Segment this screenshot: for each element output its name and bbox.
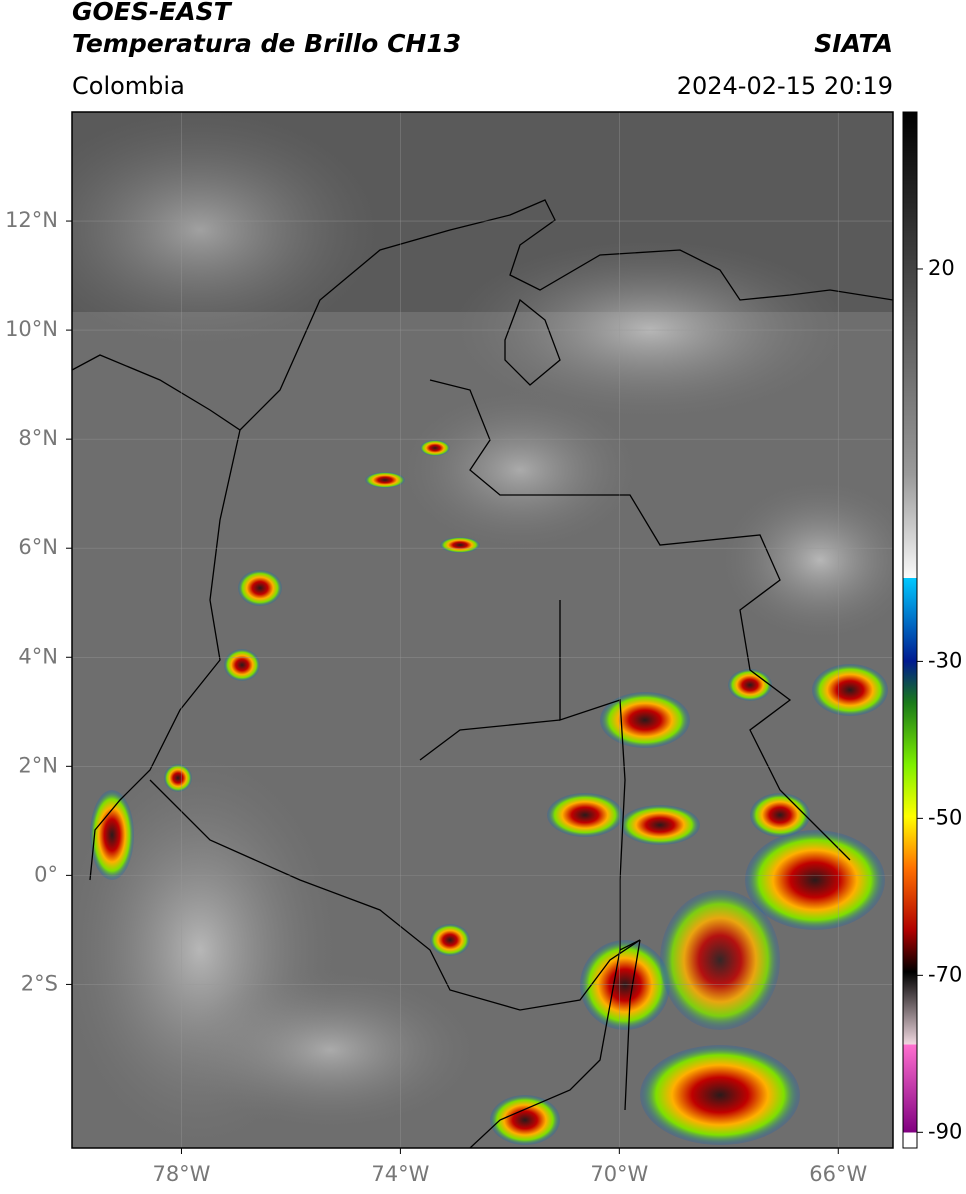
y-tick-label: 8°N — [18, 426, 58, 450]
y-tick-label: 6°N — [18, 535, 58, 559]
x-tick-label: 74°W — [371, 1162, 429, 1186]
agency: SIATA — [814, 29, 893, 58]
y-tick-label: 2°S — [21, 971, 58, 995]
source: GOES-EAST — [72, 0, 233, 26]
colorbar-label: -50 — [928, 805, 962, 829]
y-tick-label: 10°N — [5, 317, 58, 341]
colorbar-label: -30 — [928, 648, 962, 672]
colorbar-label: -90 — [928, 1119, 962, 1143]
y-tick-label: 0° — [34, 862, 58, 886]
map-frame — [71, 111, 894, 1149]
title: Temperatura de Brillo CH13 — [72, 29, 461, 58]
colorbar-label: -70 — [928, 962, 962, 986]
colorbar — [902, 111, 918, 1149]
map-image — [72, 112, 893, 1148]
region: Colombia — [72, 72, 185, 100]
grid — [72, 112, 893, 1148]
y-tick-label: 2°N — [18, 753, 58, 777]
y-tick-label: 4°N — [18, 644, 58, 668]
x-tick-label: 78°W — [152, 1162, 210, 1186]
datetime: 2024-02-15 20:19 — [677, 72, 893, 100]
colorbar-label: 20 — [928, 256, 955, 280]
x-tick-label: 66°W — [809, 1162, 867, 1186]
y-tick-label: 12°N — [5, 208, 58, 232]
x-tick-label: 70°W — [590, 1162, 648, 1186]
